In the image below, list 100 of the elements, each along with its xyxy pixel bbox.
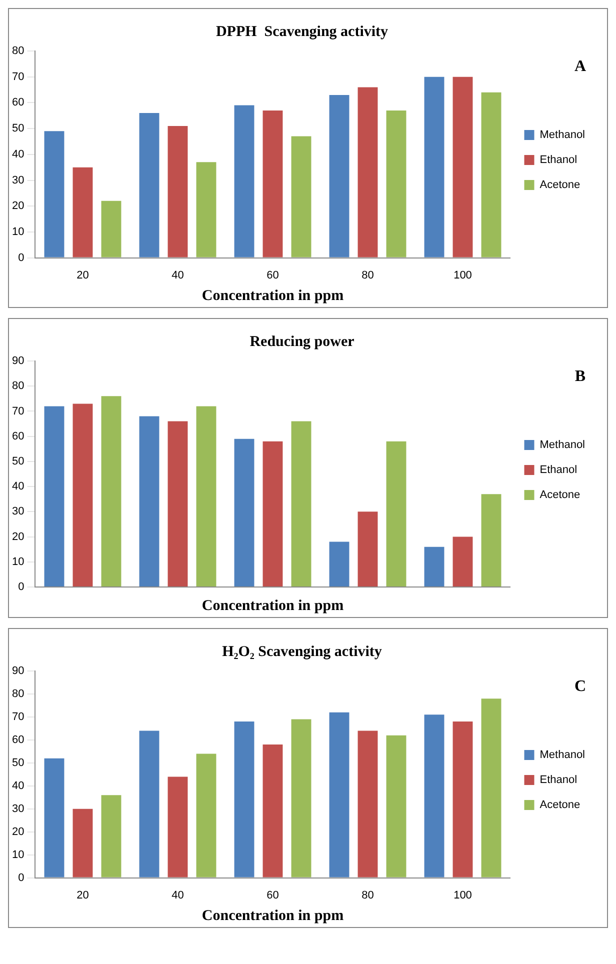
bar: [196, 406, 216, 586]
bar: [424, 546, 444, 586]
bar: [291, 421, 312, 586]
y-tick-label: 80: [12, 45, 24, 58]
y-tick-label: 40: [12, 780, 24, 792]
x-axis-title: Concentration in ppm: [202, 598, 344, 614]
legend-label: Methanol: [540, 129, 586, 142]
y-tick-label: 60: [12, 430, 24, 442]
y-tick-label: 40: [12, 148, 24, 160]
bar: [72, 808, 93, 878]
legend-label: Methanol: [540, 749, 586, 762]
bar: [452, 722, 473, 878]
y-tick-label: 60: [12, 734, 24, 746]
bar: [452, 536, 473, 586]
bar: [481, 92, 502, 258]
bar: [72, 404, 93, 586]
bar: [139, 730, 160, 878]
y-tick-label: 10: [12, 848, 24, 861]
y-tick-label: 30: [12, 802, 24, 815]
bar: [234, 105, 254, 258]
bar: [44, 406, 64, 586]
bar: [168, 126, 188, 258]
y-tick-label: 10: [12, 556, 24, 568]
y-tick-label: 90: [12, 355, 24, 368]
bar: [329, 712, 350, 878]
x-tick-label: 100: [454, 269, 472, 282]
bar: [196, 754, 216, 878]
bar: [358, 87, 378, 258]
bar: [424, 76, 444, 258]
bar: [101, 795, 122, 878]
bar: [262, 744, 283, 878]
bar: [386, 735, 406, 878]
y-tick-label: 0: [18, 581, 24, 594]
bar: [386, 441, 406, 586]
bar: [291, 719, 312, 878]
bar: [262, 441, 283, 586]
chart-title: DPPH Scavenging activity: [216, 24, 389, 40]
y-tick-label: 10: [12, 226, 24, 238]
y-tick-label: 20: [12, 826, 24, 838]
bar: [452, 76, 473, 258]
bar: [44, 758, 64, 878]
legend-label: Ethanol: [540, 774, 578, 786]
bar: [329, 94, 350, 258]
legend-label: Acetone: [540, 489, 580, 502]
y-tick-label: 70: [12, 405, 24, 418]
y-tick-label: 50: [12, 756, 24, 769]
bar: [168, 776, 188, 878]
bar: [44, 131, 64, 258]
x-tick-label: 60: [266, 269, 279, 282]
legend-label: Ethanol: [540, 154, 578, 166]
y-tick-label: 50: [12, 122, 24, 135]
y-tick-label: 80: [12, 380, 24, 392]
legend-label: Acetone: [540, 799, 580, 812]
y-tick-label: 20: [12, 530, 24, 543]
y-tick-label: 0: [18, 252, 24, 264]
text: C: [574, 678, 586, 695]
x-tick-label: 40: [172, 269, 184, 282]
y-tick-label: 20: [12, 200, 24, 212]
x-axis-title: Concentration in ppm: [202, 288, 344, 304]
bar: [101, 396, 122, 586]
y-tick-label: 90: [12, 665, 24, 678]
x-tick-label: 80: [362, 889, 374, 902]
y-tick-label: 0: [18, 872, 24, 884]
y-tick-label: 60: [12, 96, 24, 109]
legend-label: Ethanol: [540, 464, 578, 476]
text: A: [574, 58, 586, 75]
x-tick-label: 60: [266, 889, 279, 902]
x-axis-title: Concentration in ppm: [202, 908, 344, 924]
bar: [481, 494, 502, 586]
bar: [386, 110, 406, 258]
bar: [291, 136, 312, 258]
y-tick-label: 50: [12, 455, 24, 468]
text: B: [574, 368, 586, 385]
y-tick-label: 80: [12, 688, 24, 700]
bar: [72, 167, 93, 258]
bar: [168, 421, 188, 586]
bar: [424, 714, 444, 878]
bar: [481, 698, 502, 878]
x-tick-label: 100: [454, 889, 472, 902]
y-tick-label: 30: [12, 174, 24, 186]
bar: [101, 200, 122, 258]
y-tick-label: 70: [12, 70, 24, 83]
legend-label: Acetone: [540, 179, 580, 192]
legend-label: Methanol: [540, 439, 586, 452]
bar: [329, 542, 350, 586]
chart-title: Reducing power: [250, 334, 355, 350]
bar: [139, 113, 160, 258]
bar: [358, 512, 378, 586]
x-tick-label: 80: [362, 269, 374, 282]
bar: [262, 110, 283, 258]
y-tick-label: 70: [12, 710, 24, 723]
x-tick-label: 40: [172, 889, 184, 902]
x-tick-label: 20: [76, 269, 89, 282]
bar: [139, 416, 160, 586]
bar: [234, 722, 254, 878]
chart-title: H₂O₂ Scavenging activity: [222, 644, 382, 660]
bar: [358, 730, 378, 878]
bar: [196, 162, 216, 258]
bar: [234, 438, 254, 586]
x-tick-label: 20: [76, 889, 89, 902]
